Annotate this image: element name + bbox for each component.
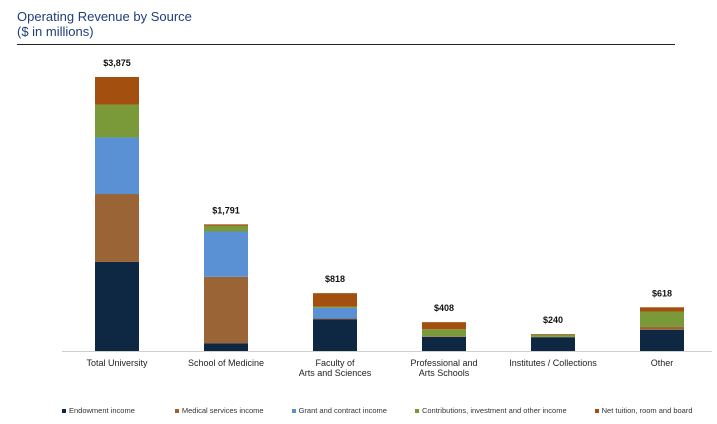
legend-label: Contributions, investment and other inco… xyxy=(421,406,567,415)
legend-swatch xyxy=(291,408,296,413)
bar-segment-grant-and-contract-income-0 xyxy=(95,137,139,195)
total-label-2: $818 xyxy=(325,274,345,284)
total-label-3: $408 xyxy=(434,303,454,313)
total-label-5: $618 xyxy=(652,288,672,298)
chart-subtitle: ($ in millions) xyxy=(17,24,94,39)
bar-segment-contributions-investment-and-other-income-1 xyxy=(204,225,248,232)
legend: Endowment income Medical services income G… xyxy=(62,406,693,415)
legend-item: Net tuition, room and board xyxy=(594,406,693,415)
bar-segment-endowment-income-0 xyxy=(95,261,139,351)
category-label-5: Other xyxy=(651,358,674,368)
bar-segment-medical-services-income-3 xyxy=(422,336,466,337)
legend-swatch xyxy=(594,408,599,413)
bar-segment-medical-services-income-0 xyxy=(95,194,139,262)
legend-swatch xyxy=(174,408,179,413)
bar-segment-contributions-investment-and-other-income-2 xyxy=(313,306,357,308)
legend-swatch xyxy=(62,408,66,413)
category-label-0: Total University xyxy=(86,358,148,368)
bar-segment-medical-services-income-1 xyxy=(204,276,248,344)
total-label-0: $3,875 xyxy=(103,58,131,68)
bar-segment-endowment-income-3 xyxy=(422,336,466,351)
category-label-2: Faculty of xyxy=(315,358,355,368)
bar-segment-contributions-investment-and-other-income-3 xyxy=(422,329,466,337)
category-label-3: Professional and xyxy=(410,358,477,368)
category-label-4: Institutes / Collections xyxy=(509,358,597,368)
bar-segment-medical-services-income-5 xyxy=(640,326,684,330)
legend-item: Endowment income xyxy=(62,406,135,415)
bar-segment-net-tuition-room-and-board-5 xyxy=(640,307,684,312)
bar-segment-net-tuition-room-and-board-4 xyxy=(531,334,575,335)
legend-label: Net tuition, room and board xyxy=(601,406,693,415)
bar-segment-endowment-income-4 xyxy=(531,337,575,351)
legend-item: Contributions, investment and other inco… xyxy=(414,406,567,415)
chart-title: Operating Revenue by Source xyxy=(17,9,192,24)
bar-segment-grant-and-contract-income-2 xyxy=(313,307,357,319)
bar-segment-contributions-investment-and-other-income-0 xyxy=(95,104,139,138)
title-block: Operating Revenue by Source ($ in millio… xyxy=(17,9,192,39)
category-label-3: Arts Schools xyxy=(419,368,470,378)
legend-swatch xyxy=(414,408,419,413)
stacked-bar-chart: $3,875 Total University $1,791 School of Me… xyxy=(62,58,712,378)
total-label-4: $240 xyxy=(543,315,563,325)
category-label-1: School of Medicine xyxy=(188,358,264,368)
bar-segment-net-tuition-room-and-board-1 xyxy=(204,224,248,226)
bar-segment-endowment-income-2 xyxy=(313,319,357,351)
legend-label: Grant and contract income xyxy=(298,406,387,415)
legend-label: Medical services income xyxy=(181,406,264,415)
legend-item: Grant and contract income xyxy=(291,406,387,415)
total-label-1: $1,791 xyxy=(212,205,240,215)
bar-segment-contributions-investment-and-other-income-5 xyxy=(640,311,684,327)
bar-segment-grant-and-contract-income-1 xyxy=(204,231,248,277)
legend-label: Endowment income xyxy=(69,406,135,415)
bar-segment-net-tuition-room-and-board-3 xyxy=(422,322,466,330)
bar-segment-contributions-investment-and-other-income-4 xyxy=(531,334,575,337)
bar-segment-net-tuition-room-and-board-0 xyxy=(95,77,139,105)
bar-segment-net-tuition-room-and-board-2 xyxy=(313,293,357,307)
legend-item: Medical services income xyxy=(174,406,264,415)
category-label-2: Arts and Sciences xyxy=(299,368,372,378)
bar-segment-endowment-income-5 xyxy=(640,329,684,351)
bar-segment-medical-services-income-2 xyxy=(313,318,357,320)
title-rule xyxy=(17,44,675,45)
bar-segment-endowment-income-1 xyxy=(204,343,248,351)
